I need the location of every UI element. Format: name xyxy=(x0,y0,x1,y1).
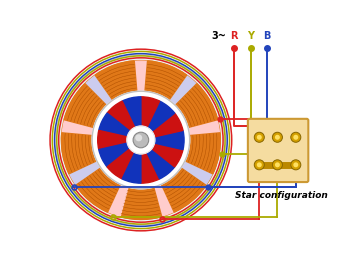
Wedge shape xyxy=(98,130,141,150)
Wedge shape xyxy=(122,97,141,140)
Wedge shape xyxy=(141,101,175,140)
Wedge shape xyxy=(141,140,175,179)
Wedge shape xyxy=(185,133,220,174)
Wedge shape xyxy=(154,184,174,216)
Wedge shape xyxy=(107,140,141,179)
Wedge shape xyxy=(99,113,141,140)
Wedge shape xyxy=(64,84,106,128)
Wedge shape xyxy=(141,130,184,150)
Circle shape xyxy=(254,132,264,142)
Circle shape xyxy=(275,162,280,167)
Circle shape xyxy=(291,160,301,170)
Circle shape xyxy=(254,160,264,170)
Circle shape xyxy=(92,91,190,189)
Circle shape xyxy=(133,132,149,148)
Wedge shape xyxy=(120,187,162,220)
Wedge shape xyxy=(141,97,160,140)
Circle shape xyxy=(56,55,226,225)
Wedge shape xyxy=(61,133,97,174)
Text: 3~: 3~ xyxy=(211,31,226,41)
Circle shape xyxy=(61,60,220,220)
Circle shape xyxy=(257,162,262,167)
Circle shape xyxy=(275,135,280,140)
Wedge shape xyxy=(76,168,120,212)
Circle shape xyxy=(272,160,282,170)
Text: R: R xyxy=(231,31,238,41)
Wedge shape xyxy=(145,61,187,100)
Wedge shape xyxy=(99,140,141,167)
Wedge shape xyxy=(95,61,137,100)
Wedge shape xyxy=(169,76,196,105)
Wedge shape xyxy=(141,113,183,140)
Wedge shape xyxy=(107,101,141,140)
Text: B: B xyxy=(263,31,271,41)
Wedge shape xyxy=(181,161,212,185)
Wedge shape xyxy=(62,120,94,136)
Wedge shape xyxy=(134,61,147,91)
Wedge shape xyxy=(108,184,128,216)
Circle shape xyxy=(135,134,142,141)
Wedge shape xyxy=(161,168,206,212)
Circle shape xyxy=(293,135,298,140)
Wedge shape xyxy=(188,120,220,136)
FancyBboxPatch shape xyxy=(248,119,308,182)
Circle shape xyxy=(127,126,155,154)
Text: Star configuration: Star configuration xyxy=(235,191,327,200)
Circle shape xyxy=(293,162,298,167)
Wedge shape xyxy=(141,140,183,167)
Circle shape xyxy=(291,132,301,142)
Wedge shape xyxy=(122,140,141,183)
Circle shape xyxy=(272,132,282,142)
Wedge shape xyxy=(85,76,113,105)
Text: Y: Y xyxy=(247,31,255,41)
Wedge shape xyxy=(175,84,218,128)
Wedge shape xyxy=(141,140,160,183)
Wedge shape xyxy=(70,161,101,185)
Circle shape xyxy=(257,135,262,140)
